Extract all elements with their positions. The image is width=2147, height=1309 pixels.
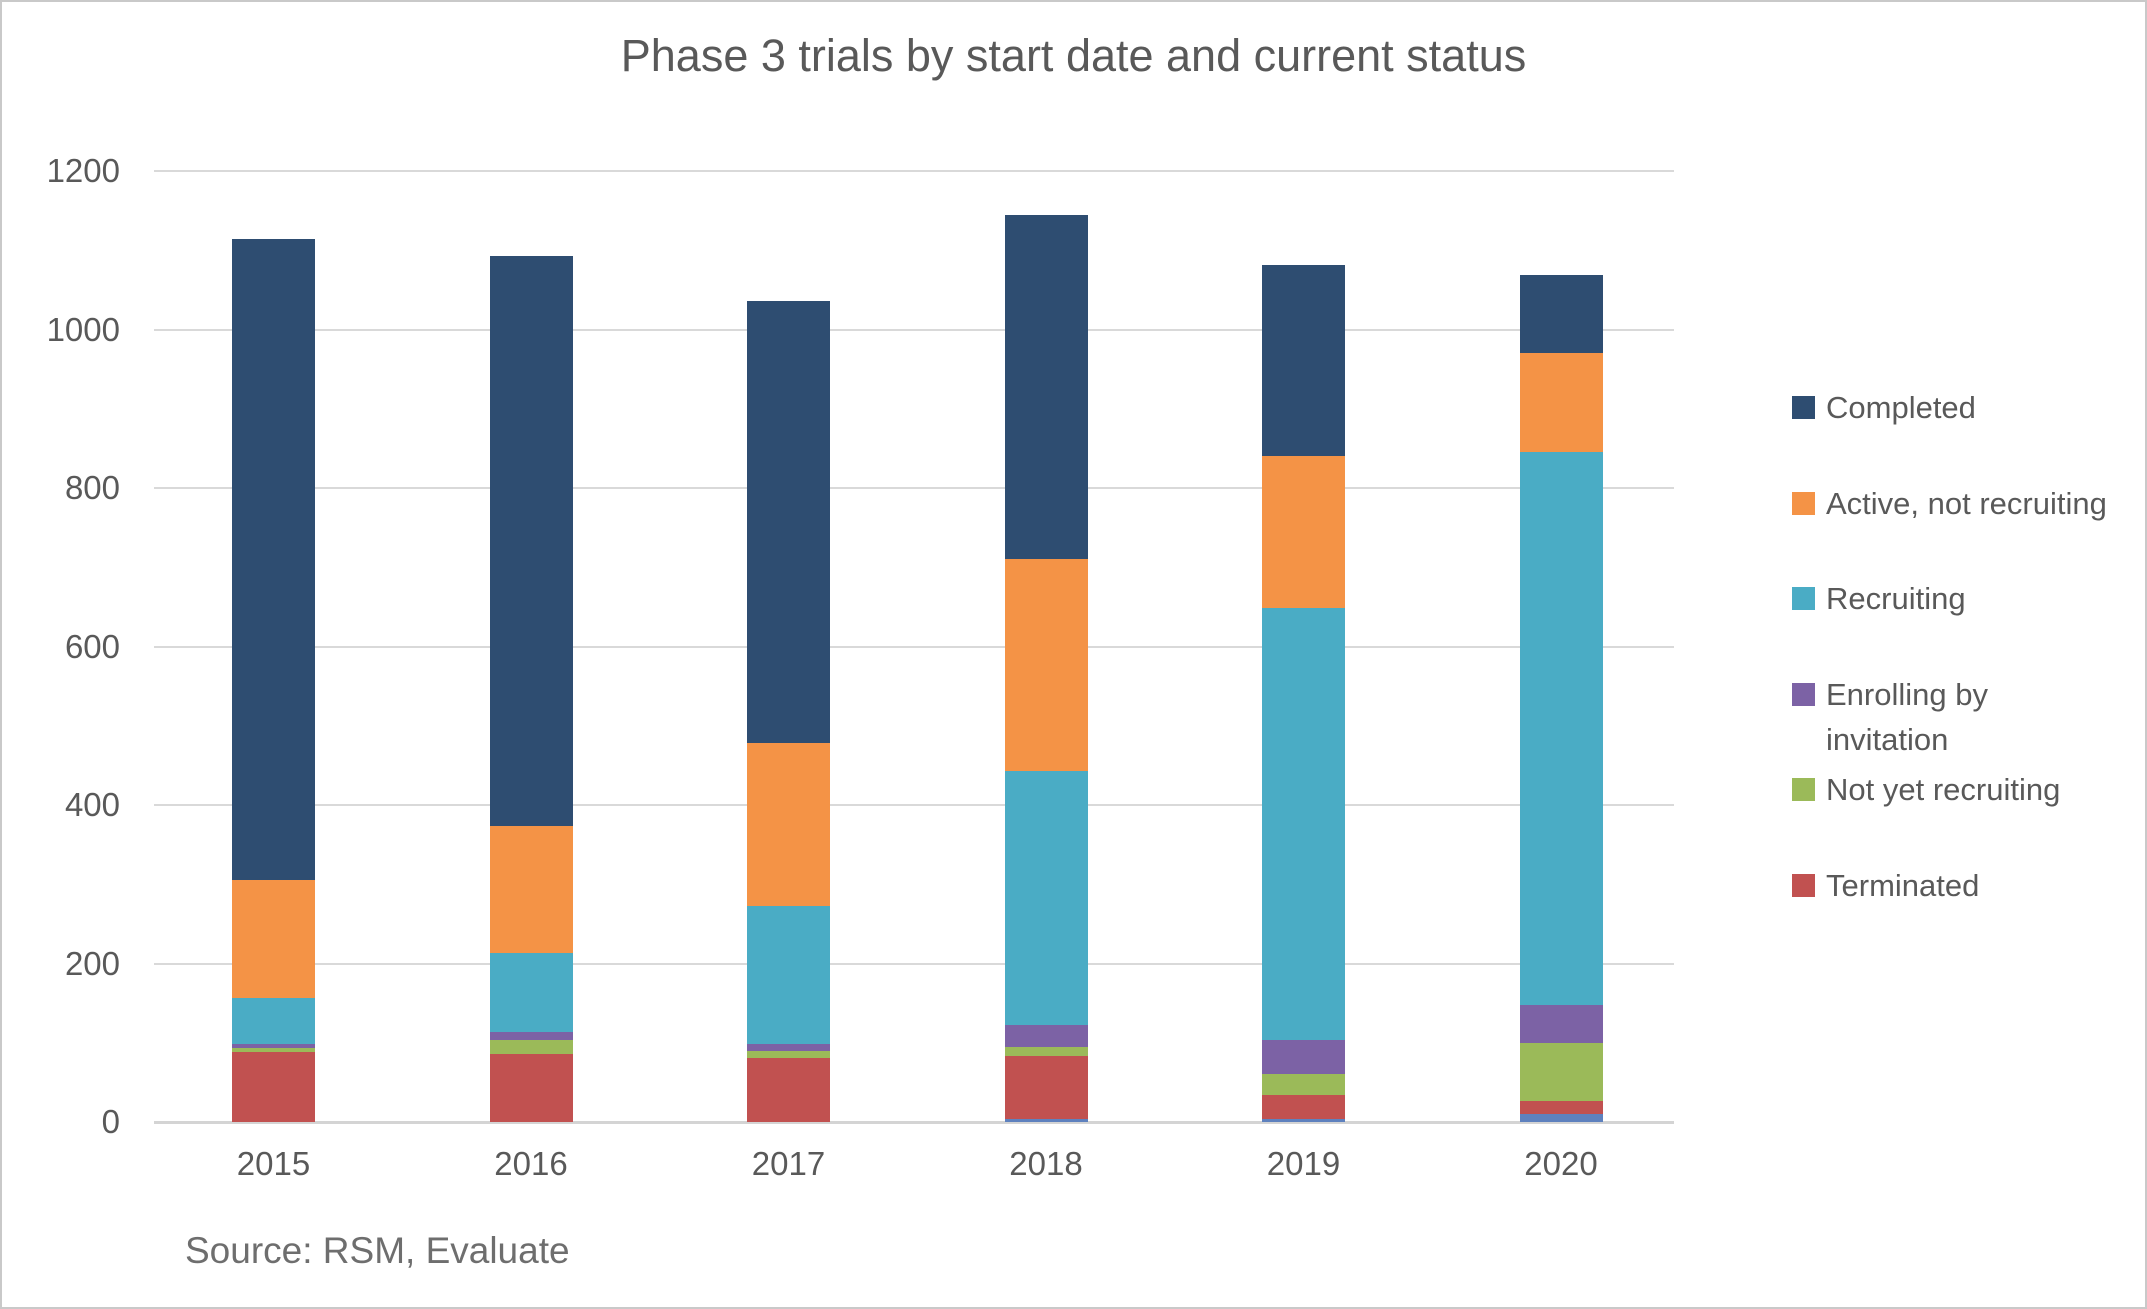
- segment-2018-active-not-recruiting: [1004, 559, 1088, 771]
- legend-label: Completed: [1826, 390, 1976, 425]
- segment-2017-not-yet-recruiting: [747, 1050, 830, 1058]
- segment-2017-completed: [747, 300, 830, 744]
- y-tick-label-800: 800: [64, 469, 120, 506]
- x-tick-label-2016: 2016: [494, 1145, 568, 1182]
- x-tick-label-2015: 2015: [236, 1145, 311, 1182]
- legend-label: Active, not recruiting: [1826, 485, 2107, 521]
- segment-2017-enrolling-by-invitation: [747, 1044, 830, 1051]
- segment-2016-terminated: [489, 1053, 573, 1122]
- x-tick-label-2017: 2017: [751, 1145, 826, 1182]
- segment-2020-active-not-recruiting: [1519, 353, 1603, 452]
- bar-2018: [1004, 171, 1088, 1122]
- segment-2016-active-not-recruiting: [489, 825, 573, 954]
- gridline-0: [154, 1121, 1674, 1124]
- legend-item-terminated: Terminated: [1792, 863, 2122, 908]
- chart-title: Phase 3 trials by start date and current…: [620, 30, 1527, 81]
- segment-2016-recruiting: [489, 953, 573, 1033]
- segment-2018-not-yet-recruiting: [1004, 1046, 1088, 1057]
- legend-swatch-active-not-recruiting: [1792, 491, 1815, 515]
- segment-2015-recruiting: [232, 998, 315, 1044]
- legend-swatch-completed: [1792, 396, 1815, 419]
- segment-2019-terminated: [1262, 1095, 1345, 1119]
- bar-2019: [1262, 171, 1345, 1122]
- segment-2019-completed: [1262, 264, 1345, 457]
- bar-2016: [489, 171, 573, 1122]
- legend-item-enrolling-by-invitation: Enrolling by invitation: [1792, 672, 2122, 762]
- x-tick-label-2018: 2018: [1009, 1145, 1083, 1182]
- y-tick-label-200: 200: [64, 944, 120, 982]
- segment-2018-terminated: [1004, 1056, 1088, 1119]
- segment-2020-terminated: [1519, 1101, 1603, 1115]
- y-tick-label-400: 400: [64, 786, 120, 823]
- legend-label: Terminated: [1826, 868, 1980, 903]
- legend-item-active-not-recruiting: Active, not recruiting: [1792, 481, 2122, 526]
- gridline-400: [154, 804, 1674, 806]
- y-tick-label-600: 600: [64, 627, 120, 665]
- gridline-600: [154, 645, 1674, 648]
- segment-2016-enrolling-by-invitation: [489, 1032, 573, 1041]
- plot-area: [154, 170, 1674, 1124]
- y-tick-label-1000: 1000: [46, 310, 120, 348]
- segment-2019-recruiting: [1262, 608, 1345, 1041]
- legend-swatch-terminated: [1792, 874, 1815, 897]
- gridline-800: [154, 487, 1674, 489]
- x-tick-label-2019: 2019: [1266, 1145, 1341, 1182]
- source-note: Source: RSM, Evaluate: [185, 1230, 570, 1271]
- segment-2020-recruiting: [1519, 451, 1603, 1005]
- segment-2019-enrolling-by-invitation: [1262, 1040, 1345, 1074]
- segment-2017-recruiting: [747, 905, 830, 1045]
- legend-label: Not yet recruiting: [1826, 772, 2061, 808]
- segment-2018-completed: [1004, 215, 1088, 560]
- legend-swatch-not-yet-recruiting: [1792, 778, 1815, 802]
- segment-2020-completed: [1519, 274, 1603, 354]
- segment-2020-not-yet-recruiting: [1519, 1042, 1603, 1102]
- segment-2015-not-yet-recruiting: [232, 1048, 315, 1053]
- segment-2015-active-not-recruiting: [232, 879, 315, 999]
- segment-2016-completed: [489, 255, 573, 826]
- segment-2020-unlabeled-blue-sliver: [1519, 1114, 1603, 1122]
- segment-2018-unlabeled-blue-sliver: [1004, 1118, 1088, 1122]
- legend-swatch-enrolling-by-invitation: [1792, 682, 1815, 706]
- legend-label: Enrolling by invitation: [1826, 676, 1988, 757]
- segment-2015-enrolling-by-invitation: [232, 1043, 315, 1049]
- segment-2019-active-not-recruiting: [1262, 456, 1345, 609]
- y-tick-label-1200: 1200: [46, 152, 120, 189]
- segment-2020-enrolling-by-invitation: [1519, 1004, 1603, 1043]
- segment-2017-terminated: [747, 1057, 830, 1122]
- legend-item-recruiting: Recruiting: [1792, 576, 2122, 621]
- segment-2015-terminated: [232, 1052, 315, 1122]
- segment-2017-active-not-recruiting: [747, 743, 830, 906]
- segment-2015-completed: [232, 239, 315, 880]
- gridline-1000: [154, 328, 1674, 331]
- segment-2018-recruiting: [1004, 770, 1088, 1025]
- legend-label: Recruiting: [1826, 581, 1966, 617]
- segment-2019-unlabeled-blue-sliver: [1262, 1118, 1345, 1122]
- bar-2015: [232, 171, 315, 1122]
- segment-2018-enrolling-by-invitation: [1004, 1024, 1088, 1047]
- legend-item-not-yet-recruiting: Not yet recruiting: [1792, 767, 2122, 812]
- y-tick-label-0: 0: [101, 1103, 120, 1140]
- x-tick-label-2020: 2020: [1524, 1145, 1598, 1182]
- legend-item-completed: Completed: [1792, 385, 2122, 430]
- bar-2017: [747, 171, 830, 1122]
- bar-2020: [1519, 171, 1603, 1122]
- segment-2019-not-yet-recruiting: [1262, 1073, 1345, 1096]
- segment-2016-not-yet-recruiting: [489, 1040, 573, 1054]
- legend-swatch-recruiting: [1792, 587, 1815, 611]
- gridline-200: [154, 962, 1674, 965]
- gridline-1200: [154, 170, 1674, 172]
